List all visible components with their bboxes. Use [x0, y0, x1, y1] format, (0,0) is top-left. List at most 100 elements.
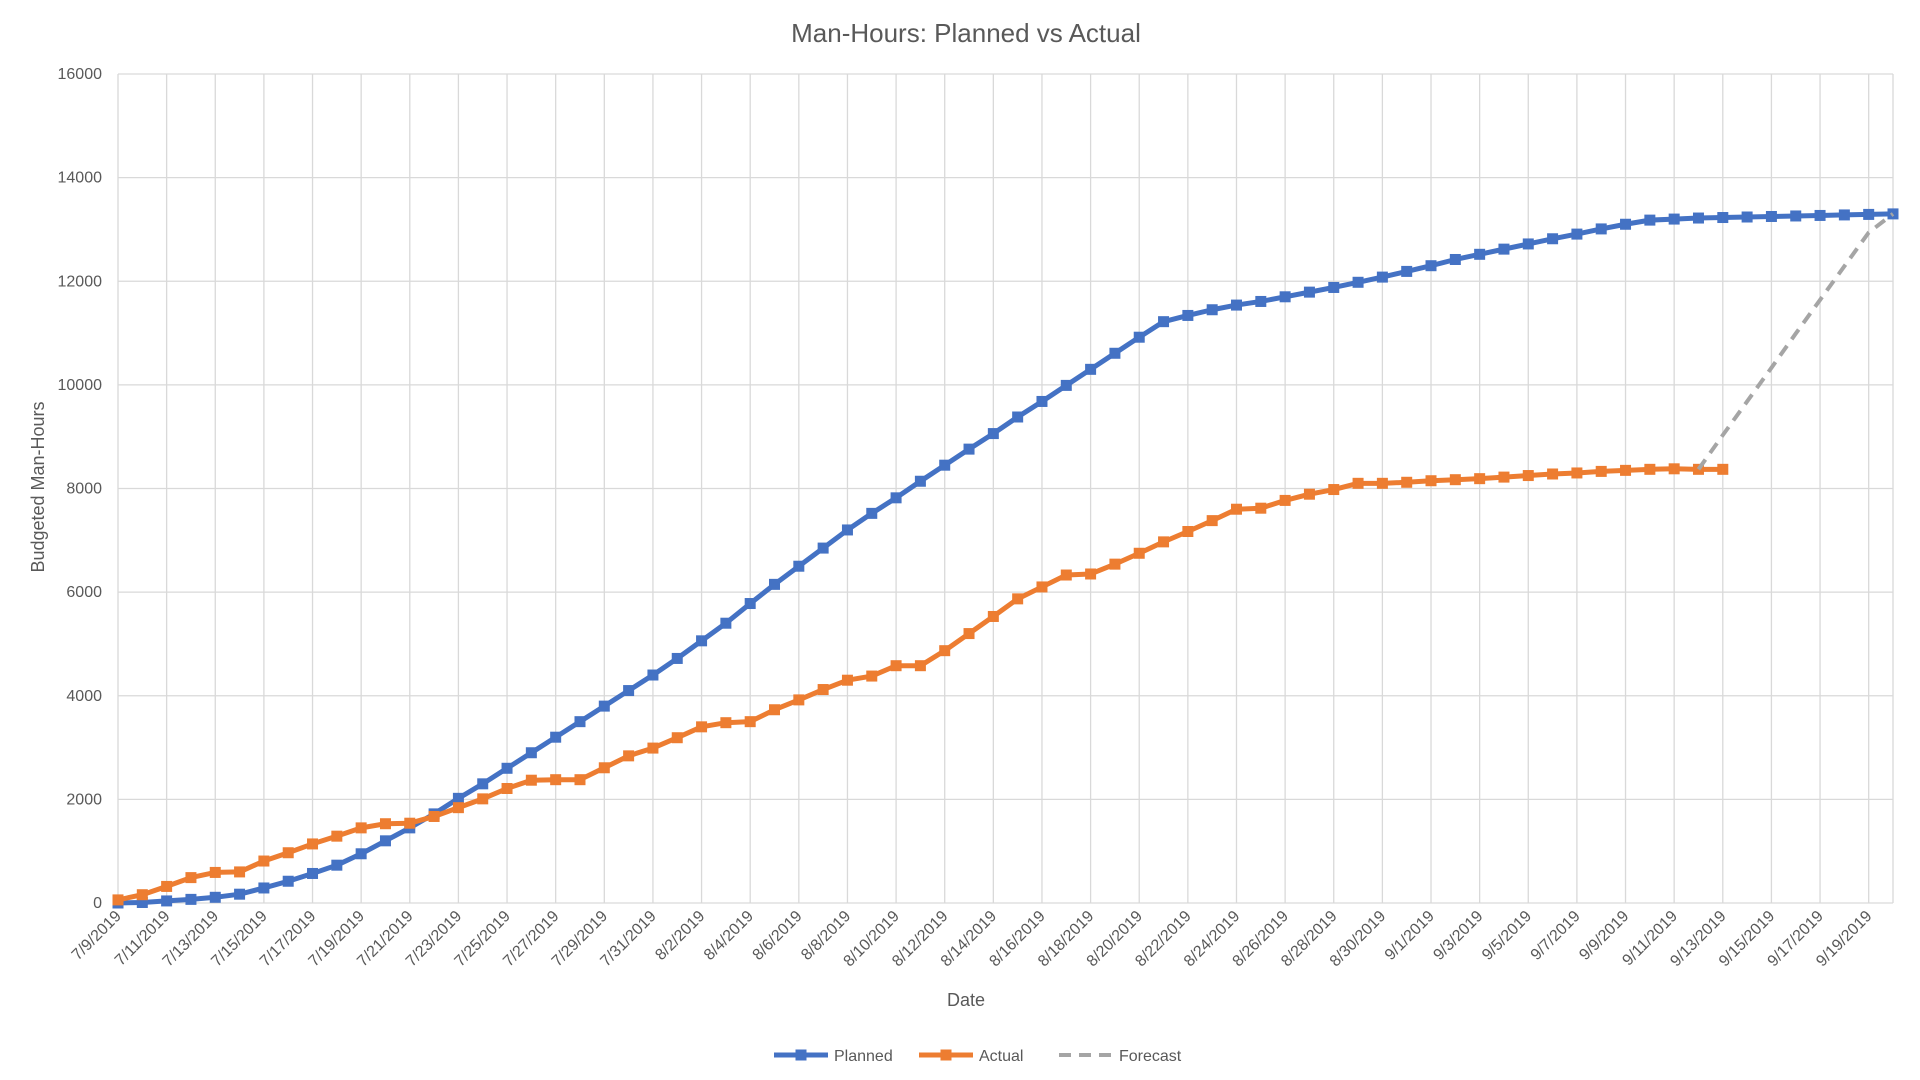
data-point-planned — [1838, 209, 1850, 221]
data-point-planned — [769, 578, 781, 590]
legend-marker-actual — [940, 1049, 952, 1061]
data-point-planned — [1668, 213, 1680, 225]
data-point-actual — [1376, 477, 1388, 489]
data-point-actual — [452, 802, 464, 814]
data-point-actual — [598, 762, 610, 774]
data-point-actual — [234, 866, 246, 878]
data-point-planned — [1255, 295, 1267, 307]
series-actual — [112, 463, 1729, 906]
y-tick-label: 12000 — [58, 273, 103, 290]
data-point-planned — [1060, 379, 1072, 391]
data-point-actual — [501, 782, 513, 794]
data-point-actual — [987, 610, 999, 622]
series-line-forecast — [1696, 212, 1895, 471]
data-point-planned — [1547, 233, 1559, 245]
data-point-actual — [720, 717, 732, 729]
data-point-actual — [355, 822, 367, 834]
y-tick-label: 16000 — [58, 66, 103, 83]
data-point-actual — [307, 838, 319, 850]
data-point-actual — [209, 866, 221, 878]
data-point-actual — [404, 817, 416, 829]
data-point-planned — [841, 524, 853, 536]
y-tick-label: 8000 — [66, 481, 102, 498]
data-point-planned — [1206, 304, 1218, 316]
y-tick-label: 4000 — [66, 688, 102, 705]
data-point-planned — [1644, 214, 1656, 226]
x-tick-label: 8/2/2019 — [652, 908, 708, 964]
x-tick-label: 9/7/2019 — [1528, 908, 1584, 964]
data-point-planned — [1595, 223, 1607, 235]
data-point-actual — [914, 660, 926, 672]
data-point-planned — [647, 669, 659, 681]
data-point-actual — [1449, 474, 1461, 486]
data-point-actual — [1303, 488, 1315, 500]
x-tick-label: 9/1/2019 — [1382, 908, 1438, 964]
data-point-actual — [623, 750, 635, 762]
data-point-planned — [355, 848, 367, 860]
data-point-planned — [1498, 243, 1510, 255]
data-point-actual — [647, 742, 659, 754]
data-point-actual — [1425, 475, 1437, 487]
data-point-planned — [817, 542, 829, 554]
data-point-planned — [1692, 212, 1704, 224]
data-point-actual — [185, 872, 197, 884]
x-axis-title: Date — [947, 990, 985, 1010]
y-axis-ticks: 0 2000 4000 6000 8000 10000 12000 14000 16000 — [58, 66, 103, 912]
legend-label-actual: Actual — [979, 1048, 1023, 1065]
data-point-planned — [987, 428, 999, 440]
data-point-planned — [1717, 212, 1729, 224]
data-point-actual — [841, 674, 853, 686]
y-tick-label: 6000 — [66, 584, 102, 601]
data-point-actual — [574, 774, 586, 786]
y-axis-title: Budgeted Man-Hours — [28, 401, 48, 572]
data-point-planned — [1036, 395, 1048, 407]
data-point-actual — [744, 716, 756, 728]
data-point-planned — [1376, 271, 1388, 283]
data-point-actual — [696, 721, 708, 733]
x-axis-ticks: 7/9/20197/11/20197/13/20197/15/20197/17/… — [69, 908, 1876, 970]
data-point-planned — [1522, 238, 1534, 250]
data-point-planned — [696, 635, 708, 647]
data-point-actual — [1109, 558, 1121, 570]
data-point-planned — [525, 747, 537, 759]
data-point-planned — [1352, 276, 1364, 288]
data-point-planned — [720, 617, 732, 629]
data-point-actual — [1158, 536, 1170, 548]
data-point-actual — [136, 889, 148, 901]
data-point-actual — [282, 847, 294, 859]
gridlines — [117, 73, 1894, 904]
series-forecast — [1696, 212, 1895, 471]
y-tick-label: 10000 — [58, 377, 103, 394]
data-point-actual — [793, 694, 805, 706]
data-point-actual — [1352, 477, 1364, 489]
data-point-actual — [379, 818, 391, 830]
data-point-planned — [1109, 347, 1121, 359]
data-point-actual — [161, 880, 173, 892]
data-point-planned — [185, 893, 197, 905]
data-point-actual — [1085, 568, 1097, 580]
data-point-planned — [1012, 411, 1024, 423]
chart-title: Man-Hours: Planned vs Actual — [791, 18, 1141, 48]
data-point-planned — [1620, 218, 1632, 230]
series-line-actual — [117, 466, 1723, 903]
data-point-actual — [1012, 593, 1024, 605]
data-point-planned — [501, 762, 513, 774]
data-point-planned — [574, 716, 586, 728]
data-point-planned — [1863, 208, 1875, 220]
legend-item-planned: Planned — [774, 1048, 893, 1065]
series-layer — [112, 208, 1899, 909]
data-point-planned — [1814, 209, 1826, 221]
data-point-planned — [1158, 316, 1170, 328]
data-point-planned — [1230, 299, 1242, 311]
data-point-planned — [914, 475, 926, 487]
data-point-actual — [1206, 515, 1218, 527]
data-point-planned — [1765, 210, 1777, 222]
data-point-planned — [1303, 286, 1315, 298]
series-planned — [112, 208, 1899, 909]
data-point-actual — [866, 670, 878, 682]
data-point-actual — [1595, 465, 1607, 477]
data-point-actual — [671, 732, 683, 744]
data-point-actual — [1279, 494, 1291, 506]
